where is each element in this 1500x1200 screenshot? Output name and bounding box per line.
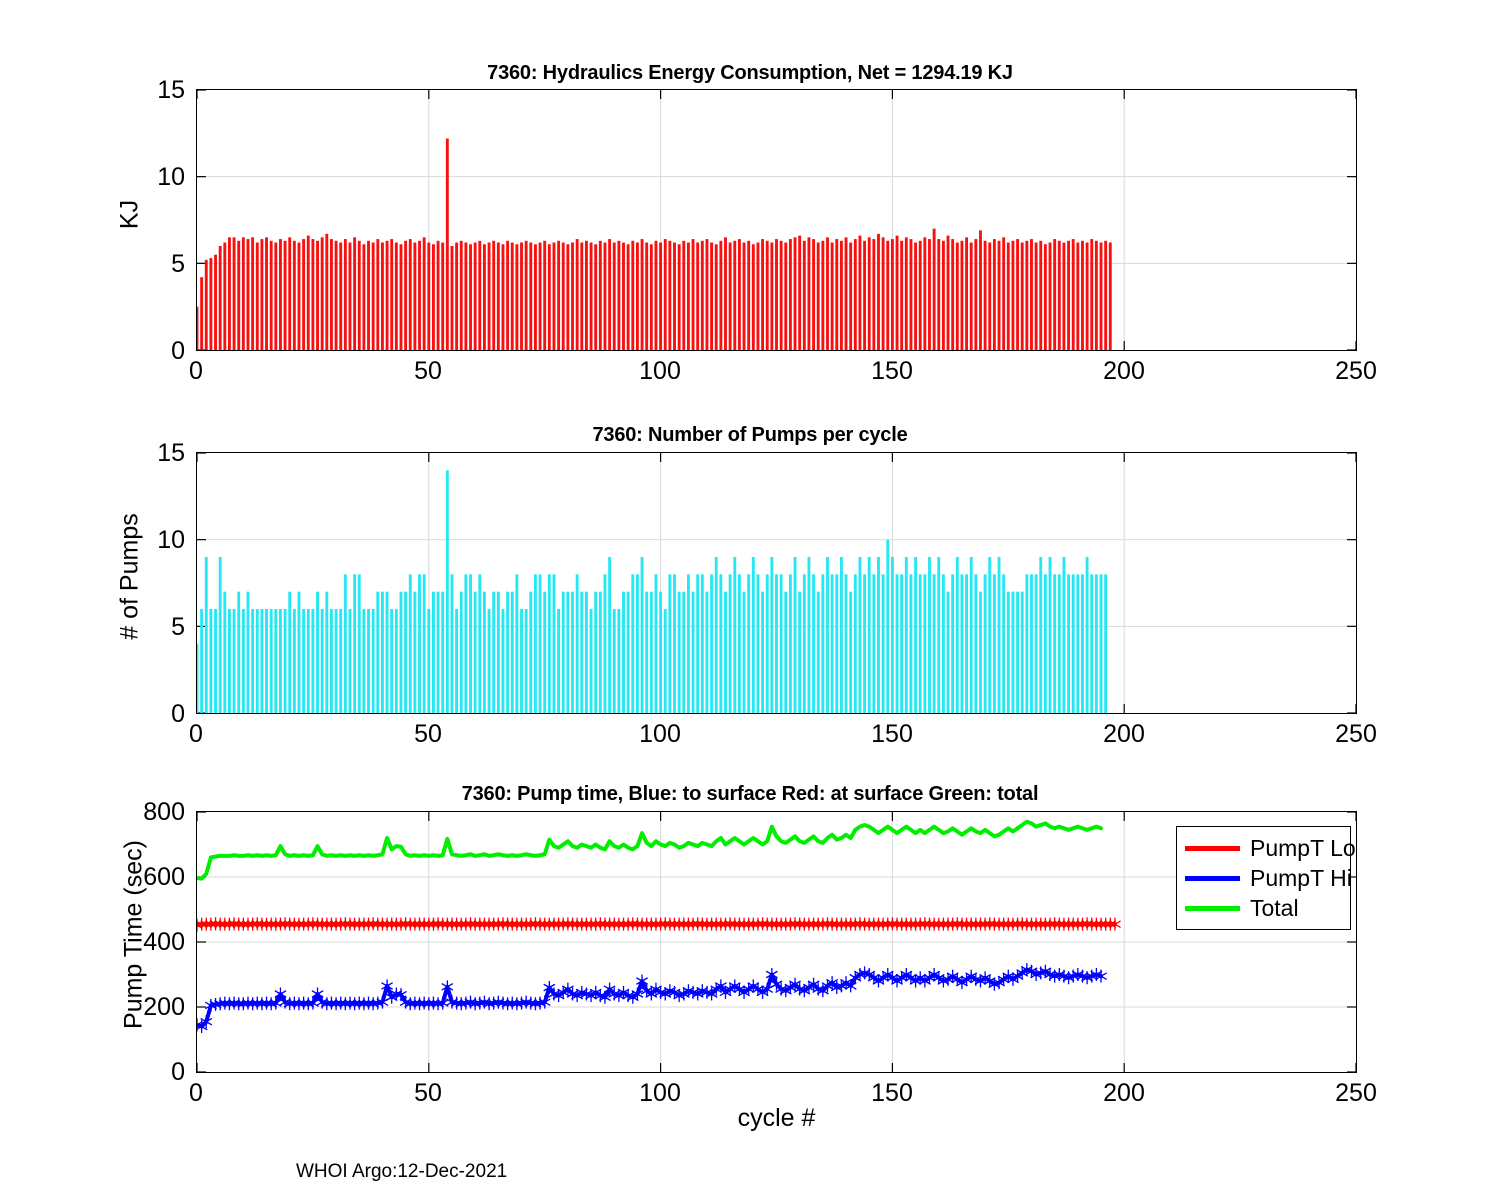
pumptime-x-axis-label: cycle # xyxy=(737,1104,816,1132)
legend-label-total: Total xyxy=(1250,894,1299,921)
energy-xtick-250: 250 xyxy=(1335,357,1377,385)
pumptime-xtick-200: 200 xyxy=(1103,1079,1145,1107)
energy-chart-title: 7360: Hydraulics Energy Consumption, Net… xyxy=(487,62,1013,84)
panel-energy: 7360: Hydraulics Energy Consumption, Net… xyxy=(0,0,1500,390)
energy-ytick-5: 5 xyxy=(171,250,185,278)
pumps-xtick-150: 150 xyxy=(871,720,913,748)
energy-xtick-50: 50 xyxy=(414,357,442,385)
legend-item-pumpt-hi[interactable]: PumpT Hi xyxy=(1185,863,1352,893)
pumps-chart-title: 7360: Number of Pumps per cycle xyxy=(592,424,908,446)
pumps-ytick-15: 15 xyxy=(157,439,185,467)
pumptime-ytick-400: 400 xyxy=(143,928,185,956)
legend-label-pumpt-hi: PumpT Hi xyxy=(1250,864,1352,891)
energy-xtick-100: 100 xyxy=(639,357,681,385)
energy-svg xyxy=(197,90,1356,350)
energy-xtick-200: 200 xyxy=(1103,357,1145,385)
figure-footer: WHOI Argo:12-Dec-2021 xyxy=(296,1161,508,1182)
energy-ytick-15: 15 xyxy=(157,76,185,104)
legend-label-pumpt-lo: PumpT Lo xyxy=(1250,834,1356,861)
pumptime-xtick-0: 0 xyxy=(189,1079,203,1107)
pumptime-ytick-0: 0 xyxy=(171,1058,185,1086)
pumps-plot-area xyxy=(196,452,1357,714)
pumptime-legend: PumpT Lo PumpT Hi Total xyxy=(1176,826,1356,930)
energy-xtick-0: 0 xyxy=(189,357,203,385)
pumptime-xtick-50: 50 xyxy=(414,1079,442,1107)
legend-swatch-pumpt-hi xyxy=(1185,875,1240,881)
pumptime-xtick-150: 150 xyxy=(871,1079,913,1107)
pumptime-ytick-200: 200 xyxy=(143,993,185,1021)
energy-plot-area xyxy=(196,89,1357,351)
pumps-svg xyxy=(197,453,1356,713)
pumptime-xtick-100: 100 xyxy=(639,1079,681,1107)
energy-xtick-150: 150 xyxy=(871,357,913,385)
pumptime-ytick-800: 800 xyxy=(143,798,185,826)
legend-item-pumpt-lo[interactable]: PumpT Lo xyxy=(1185,833,1356,863)
panel-pumps: 7360: Number of Pumps per cycle # of Pum… xyxy=(116,424,1377,748)
pumptime-xtick-250: 250 xyxy=(1335,1079,1377,1107)
pumps-xtick-50: 50 xyxy=(414,720,442,748)
pumptime-svg xyxy=(197,812,1356,1072)
energy-ytick-0: 0 xyxy=(171,337,185,365)
legend-item-total[interactable]: Total xyxy=(1185,893,1340,923)
pumps-xtick-0: 0 xyxy=(189,720,203,748)
pumps-xtick-250: 250 xyxy=(1335,720,1377,748)
pumptime-ytick-600: 600 xyxy=(143,863,185,891)
pumps-xtick-100: 100 xyxy=(639,720,681,748)
legend-swatch-pumpt-lo xyxy=(1185,845,1240,851)
legend-swatch-total xyxy=(1185,905,1240,911)
pumps-ytick-10: 10 xyxy=(157,526,185,554)
energy-ytick-10: 10 xyxy=(157,163,185,191)
pumps-xtick-200: 200 xyxy=(1103,720,1145,748)
pumptime-plot-area xyxy=(196,811,1357,1073)
pumptime-chart-title: 7360: Pump time, Blue: to surface Red: a… xyxy=(461,783,1039,805)
pumps-ytick-0: 0 xyxy=(171,700,185,728)
pumps-ytick-5: 5 xyxy=(171,613,185,641)
